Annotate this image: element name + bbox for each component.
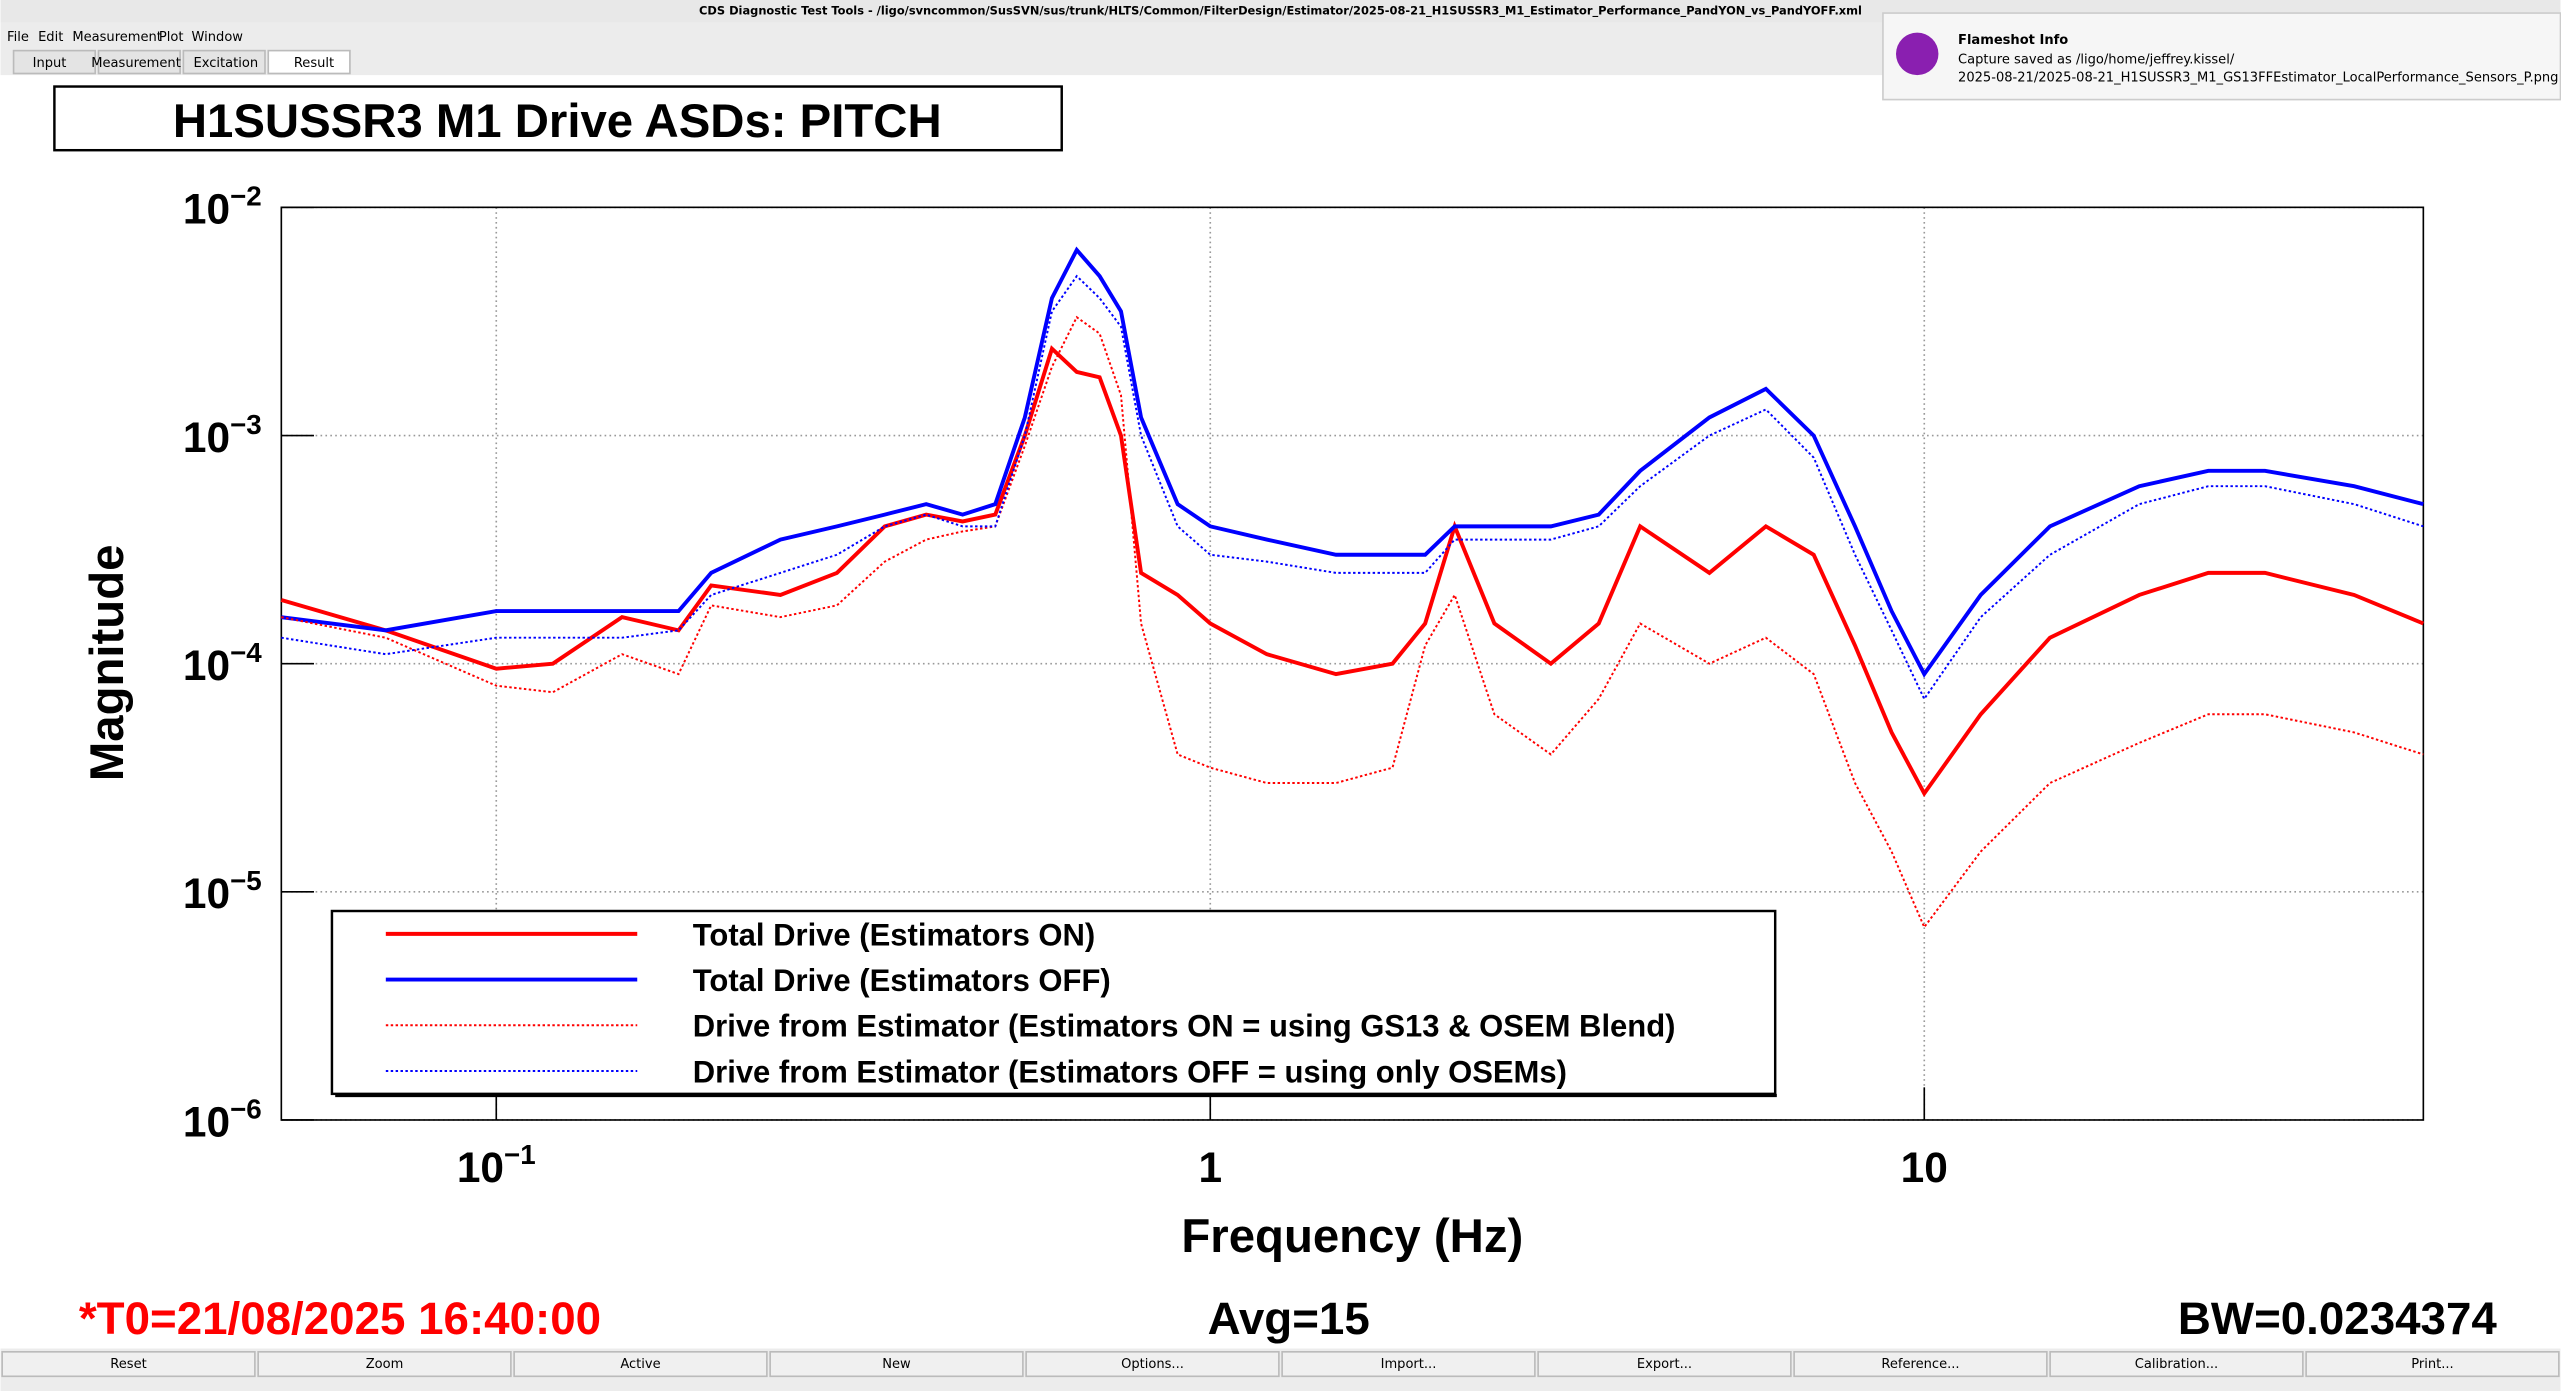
menu-item: File: [7, 30, 29, 45]
notification: [1882, 12, 2561, 101]
tab-label: Input: [33, 56, 67, 71]
x-axis-label: Frequency (Hz): [1181, 1210, 1523, 1263]
title-box: [53, 85, 1063, 152]
notification-icon: [1896, 32, 1939, 76]
plot-frame: [280, 206, 2425, 1121]
button-label: Calibration...: [2135, 1357, 2218, 1372]
chart-title: H1SUSSR3 M1 Drive ASDs: PITCH: [173, 95, 942, 148]
x-tick-label: 10−1: [457, 1139, 536, 1191]
series-line: [281, 246, 2424, 678]
tab-label: Result: [294, 56, 334, 71]
y-tick-label: 10−2: [183, 181, 262, 233]
window-title: CDS Diagnostic Test Tools - /ligo/svncom…: [699, 4, 1862, 19]
button-label: Active: [620, 1357, 660, 1372]
menu-item: Measurement: [72, 30, 162, 45]
legend-label: Total Drive (Estimators ON): [693, 917, 1095, 952]
button[interactable]: [2305, 1351, 2560, 1378]
tab-label: Measurement: [91, 56, 181, 71]
plot: 10−2 10−3 10−4 10−5 10−6 10−1 1 10 Total Drive (…: [183, 181, 2425, 1191]
series-line: [281, 315, 2424, 930]
y-tick-label: 10−6: [183, 1093, 262, 1145]
y-tick-label: 10−3: [183, 409, 262, 461]
button[interactable]: [1537, 1351, 1792, 1378]
y-tick-label: 10−4: [183, 637, 262, 689]
tab[interactable]: [182, 49, 266, 75]
series-line: [280, 345, 2425, 798]
y-tick-label: 10−5: [183, 865, 262, 917]
button[interactable]: [513, 1351, 768, 1378]
button-label: Reset: [110, 1357, 146, 1372]
series-line: [281, 274, 2424, 701]
bw-label: BW=0.0234374: [2178, 1293, 2497, 1344]
tab-label: Excitation: [194, 56, 259, 71]
button[interactable]: [1281, 1351, 1536, 1378]
x-tick-label: 10: [1901, 1144, 1948, 1191]
tab[interactable]: [97, 49, 181, 75]
notification-text: Capture saved as /ligo/home/jeffrey.kiss…: [1958, 53, 2235, 68]
notification-title: Flameshot Info: [1958, 33, 2068, 48]
y-axis-label: Magnitude: [81, 545, 134, 782]
button-label: Options...: [1121, 1357, 1184, 1372]
legend-label: Drive from Estimator (Estimators ON = us…: [693, 1009, 1676, 1044]
button[interactable]: [769, 1351, 1024, 1378]
tab[interactable]: [12, 49, 97, 75]
button[interactable]: [1025, 1351, 1280, 1378]
button[interactable]: [1, 1351, 256, 1378]
button-label: Export...: [1637, 1357, 1692, 1372]
button[interactable]: [1793, 1351, 2048, 1378]
button-label: Import...: [1381, 1357, 1437, 1372]
t0-label: *T0=21/08/2025 16:40:00: [79, 1293, 601, 1344]
button[interactable]: [257, 1351, 512, 1378]
button-label: New: [882, 1357, 911, 1372]
avg-label: Avg=15: [1208, 1293, 1370, 1344]
x-tick-label: 1: [1198, 1144, 1222, 1191]
button[interactable]: [2049, 1351, 2304, 1378]
menu-item: Plot: [159, 30, 184, 45]
button-label: Zoom: [366, 1357, 404, 1372]
button-label: Reference...: [1881, 1357, 1959, 1372]
legend-label: Drive from Estimator (Estimators OFF = u…: [693, 1054, 1567, 1089]
menu-item: Edit: [38, 30, 63, 45]
legend-label: Total Drive (Estimators OFF): [693, 963, 1111, 998]
menu-item: Window: [192, 30, 244, 45]
legend: [330, 909, 1777, 1096]
button-label: Print...: [2411, 1357, 2453, 1372]
notification-text: 2025-08-21/2025-08-21_H1SUSSR3_M1_GS13FF…: [1958, 71, 2558, 86]
tab[interactable]: [267, 49, 351, 75]
